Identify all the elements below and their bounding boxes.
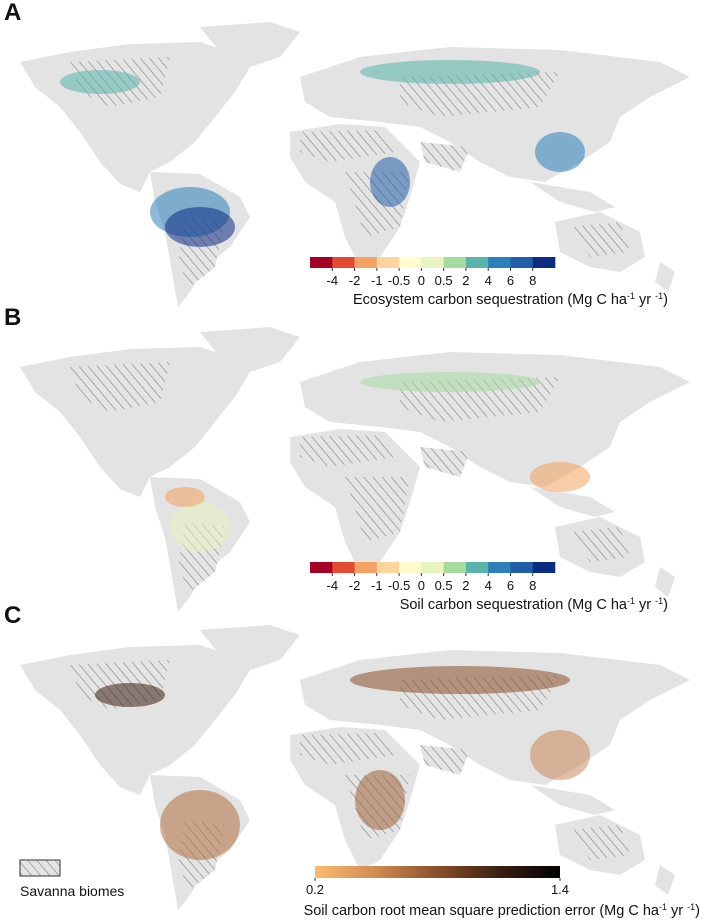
data-region (355, 770, 405, 830)
title-part: ) (663, 292, 668, 308)
colorbar-gradient (315, 866, 560, 878)
title-part: -1 (655, 596, 663, 606)
colorbar-tick-label: 0 (418, 578, 425, 593)
title-part: ) (663, 597, 668, 613)
colorbar-tick-label: 4 (485, 273, 492, 288)
data-region (170, 502, 230, 552)
title-part: -1 (687, 902, 695, 912)
title-part: -1 (655, 291, 663, 301)
world-map (20, 22, 690, 307)
data-region (160, 790, 240, 860)
colorbar-swatch (510, 257, 534, 268)
colorbar-tick-label: -4 (326, 273, 338, 288)
colorbar-swatch (532, 257, 556, 268)
data-region (350, 666, 570, 694)
data-region (165, 207, 235, 247)
data-region (535, 132, 585, 172)
colorbar-tick-label: 2 (462, 578, 469, 593)
title-part: Ecosystem carbon sequestration (Mg C ha (353, 292, 628, 308)
colorbar-tick-label: -4 (326, 578, 338, 593)
colorbar-swatch (443, 257, 467, 268)
world-map (20, 625, 690, 910)
colorbar-tick-label: 8 (529, 578, 536, 593)
colorbar-tick-label: 0 (418, 273, 425, 288)
colorbar-tick-label: 0.5 (435, 578, 453, 593)
colorbar-tick-label: 6 (507, 273, 514, 288)
colorbar-tick-label: 2 (462, 273, 469, 288)
savanna-swatch (19, 859, 61, 877)
data-region (360, 372, 540, 392)
colorbar-tick-label: 4 (485, 578, 492, 593)
colorbar-swatch (399, 257, 422, 268)
world-map (20, 327, 690, 612)
colorbar-tick-label: -1 (371, 273, 383, 288)
colorbar-swatch (421, 562, 444, 573)
colorbar-swatch (354, 562, 378, 573)
colorbar-swatch (399, 562, 422, 573)
colorbar-tick-label: -2 (349, 578, 361, 593)
legend-label: Savanna biomes (20, 883, 124, 899)
colorbar-tick-label: 1.4 (551, 882, 569, 897)
title-part: Soil carbon sequestration (Mg C ha (400, 597, 628, 613)
panel-label: C (4, 602, 21, 629)
colorbar-swatch (310, 257, 333, 268)
colorbar-tick-label: -1 (371, 578, 383, 593)
colorbar-tick-label: 0.2 (306, 882, 324, 897)
panel-label: B (4, 304, 21, 331)
title-part: Soil carbon root mean square prediction … (304, 903, 660, 919)
colorbar-swatch (332, 562, 355, 573)
colorbar-swatch (310, 562, 333, 573)
colorbar-swatch (510, 562, 534, 573)
title-part: -1 (627, 596, 635, 606)
colorbar-swatch (465, 562, 489, 573)
title-part: yr (667, 903, 687, 919)
title-part: ) (695, 903, 700, 919)
colorbar-swatch (488, 562, 511, 573)
title-part: -1 (627, 291, 635, 301)
title-part: -1 (659, 902, 667, 912)
colorbar-swatch (376, 562, 400, 573)
data-region (60, 70, 140, 94)
colorbar-title: Soil carbon root mean square prediction … (304, 902, 700, 919)
colorbar-swatch (532, 562, 556, 573)
colorbar-title: Soil carbon sequestration (Mg C ha-1 yr … (400, 596, 668, 613)
colorbar-swatch (332, 257, 355, 268)
colorbar-swatch (376, 257, 400, 268)
colorbar-tick-label: -0.5 (388, 578, 410, 593)
colorbar-tick-label: 0.5 (435, 273, 453, 288)
colorbar-tick-label: 6 (507, 578, 514, 593)
panel-label: A (4, 0, 21, 26)
colorbar-swatch (421, 257, 444, 268)
data-region (370, 157, 410, 207)
colorbar-swatch (443, 562, 467, 573)
data-region (530, 730, 590, 780)
colorbar-tick-label: 8 (529, 273, 536, 288)
data-region (530, 462, 590, 492)
data-region (95, 683, 165, 707)
data-region (360, 60, 540, 84)
colorbar-title: Ecosystem carbon sequestration (Mg C ha-… (353, 291, 668, 308)
colorbar-tick-label: -2 (349, 273, 361, 288)
colorbar-swatch (488, 257, 511, 268)
colorbar-tick-label: -0.5 (388, 273, 410, 288)
data-region (165, 487, 205, 507)
title-part: yr (635, 597, 655, 613)
title-part: yr (635, 292, 655, 308)
colorbar-swatch (465, 257, 489, 268)
colorbar-swatch (354, 257, 378, 268)
